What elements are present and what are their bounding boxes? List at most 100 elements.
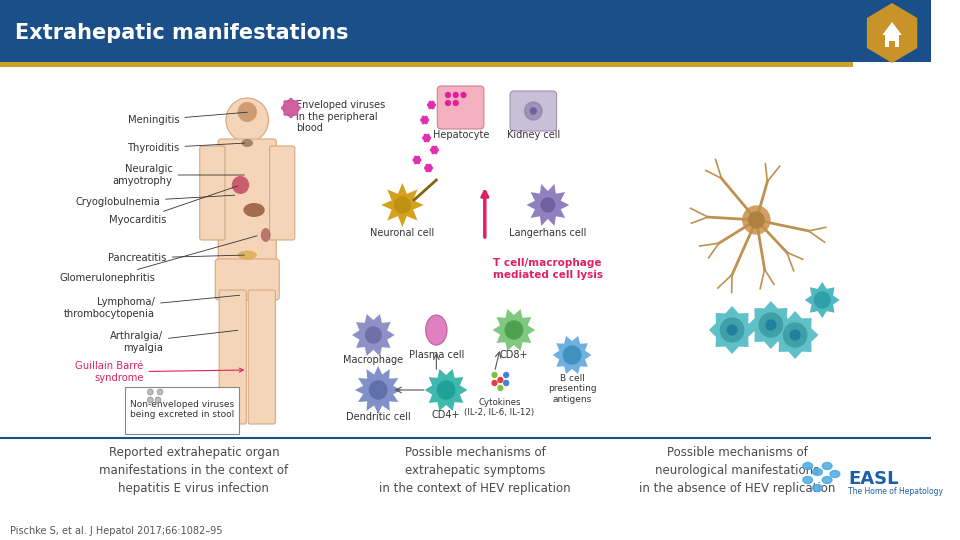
Circle shape [429, 106, 431, 109]
Text: Pancreatitis: Pancreatitis [108, 253, 245, 263]
Circle shape [743, 206, 770, 234]
Polygon shape [492, 309, 536, 351]
FancyBboxPatch shape [438, 86, 484, 129]
Circle shape [432, 102, 434, 103]
Circle shape [531, 108, 537, 114]
Text: Dendritic cell: Dendritic cell [346, 412, 411, 422]
Polygon shape [526, 184, 569, 226]
Circle shape [426, 170, 428, 172]
FancyBboxPatch shape [889, 41, 895, 47]
Circle shape [498, 386, 503, 390]
Circle shape [295, 112, 298, 115]
Circle shape [423, 135, 429, 141]
Polygon shape [708, 306, 756, 354]
Ellipse shape [244, 203, 265, 217]
Text: Extrahepatic manifestations: Extrahepatic manifestations [14, 23, 348, 43]
Circle shape [766, 320, 776, 330]
Text: Meningitis: Meningitis [128, 112, 248, 125]
FancyBboxPatch shape [270, 146, 295, 240]
Circle shape [157, 389, 163, 395]
Text: Reported extrahepatic organ
manifestations in the context of
hepatitis E virus i: Reported extrahepatic organ manifestatio… [100, 446, 289, 495]
Text: Thyroiditis: Thyroiditis [127, 143, 245, 153]
Circle shape [424, 140, 426, 141]
Ellipse shape [803, 462, 812, 469]
Circle shape [492, 373, 497, 377]
Text: Neuralgic
amyotrophy: Neuralgic amyotrophy [112, 164, 245, 186]
Circle shape [298, 106, 300, 110]
Circle shape [427, 140, 429, 141]
Circle shape [428, 137, 430, 139]
Text: Pischke S, et al. J Hepatol 2017;66:1082–95: Pischke S, et al. J Hepatol 2017;66:1082… [10, 526, 222, 536]
Circle shape [445, 92, 450, 98]
Circle shape [445, 100, 450, 105]
Circle shape [418, 157, 420, 158]
Circle shape [237, 102, 257, 122]
Text: Arthralgia/
myalgia: Arthralgia/ myalgia [109, 330, 238, 353]
Circle shape [790, 330, 800, 340]
Circle shape [759, 313, 782, 337]
Circle shape [290, 98, 293, 102]
Text: CD4+: CD4+ [432, 410, 460, 420]
Text: Myocarditis: Myocarditis [109, 186, 238, 225]
Circle shape [504, 373, 509, 377]
Ellipse shape [812, 484, 823, 491]
Text: The Home of Hepatology: The Home of Hepatology [849, 488, 944, 496]
Circle shape [420, 119, 422, 121]
Circle shape [453, 92, 458, 98]
Circle shape [148, 397, 154, 403]
Ellipse shape [425, 315, 447, 345]
Circle shape [428, 102, 435, 108]
Circle shape [424, 134, 426, 137]
Polygon shape [424, 369, 468, 411]
Circle shape [418, 161, 420, 164]
Polygon shape [772, 311, 818, 359]
Circle shape [414, 157, 420, 163]
Circle shape [413, 159, 415, 161]
Text: Neuronal cell: Neuronal cell [371, 228, 435, 238]
Polygon shape [867, 3, 918, 63]
Circle shape [783, 323, 806, 347]
Text: Cryoglobulnemia: Cryoglobulnemia [75, 195, 235, 207]
Text: Plasma cell: Plasma cell [409, 350, 464, 360]
Circle shape [431, 147, 438, 153]
Ellipse shape [261, 228, 271, 242]
Circle shape [498, 377, 503, 382]
Circle shape [226, 98, 269, 142]
FancyBboxPatch shape [510, 91, 557, 131]
Polygon shape [355, 366, 401, 414]
Circle shape [422, 117, 424, 118]
Ellipse shape [823, 476, 832, 483]
Circle shape [720, 318, 744, 342]
Text: Possible mechanisms of
neurological manifestations
in the absence of HEV replica: Possible mechanisms of neurological mani… [638, 446, 835, 495]
Ellipse shape [803, 476, 812, 483]
Ellipse shape [231, 176, 250, 194]
Text: Glomerulonephritis: Glomerulonephritis [60, 236, 257, 283]
FancyBboxPatch shape [0, 0, 931, 62]
Circle shape [427, 104, 429, 106]
Circle shape [438, 381, 455, 399]
Polygon shape [748, 301, 794, 349]
Circle shape [419, 159, 420, 161]
Circle shape [425, 117, 427, 118]
Text: Langerhans cell: Langerhans cell [509, 228, 587, 238]
FancyBboxPatch shape [0, 67, 931, 438]
FancyBboxPatch shape [125, 387, 238, 434]
Circle shape [295, 101, 298, 104]
FancyBboxPatch shape [200, 146, 225, 240]
Circle shape [749, 212, 764, 228]
Ellipse shape [242, 139, 253, 147]
Circle shape [415, 157, 417, 158]
Ellipse shape [812, 469, 823, 476]
Circle shape [415, 161, 417, 164]
Circle shape [148, 389, 154, 395]
Circle shape [425, 122, 427, 124]
Circle shape [728, 325, 737, 335]
Circle shape [429, 170, 431, 172]
Ellipse shape [823, 462, 832, 469]
Text: Non-enveloped viruses
being excreted in stool: Non-enveloped viruses being excreted in … [131, 400, 234, 420]
Circle shape [432, 152, 434, 153]
Text: Enveloped viruses
in the peripheral
blood: Enveloped viruses in the peripheral bloo… [296, 100, 385, 133]
Circle shape [437, 149, 439, 151]
Ellipse shape [830, 470, 840, 477]
Circle shape [290, 114, 293, 118]
